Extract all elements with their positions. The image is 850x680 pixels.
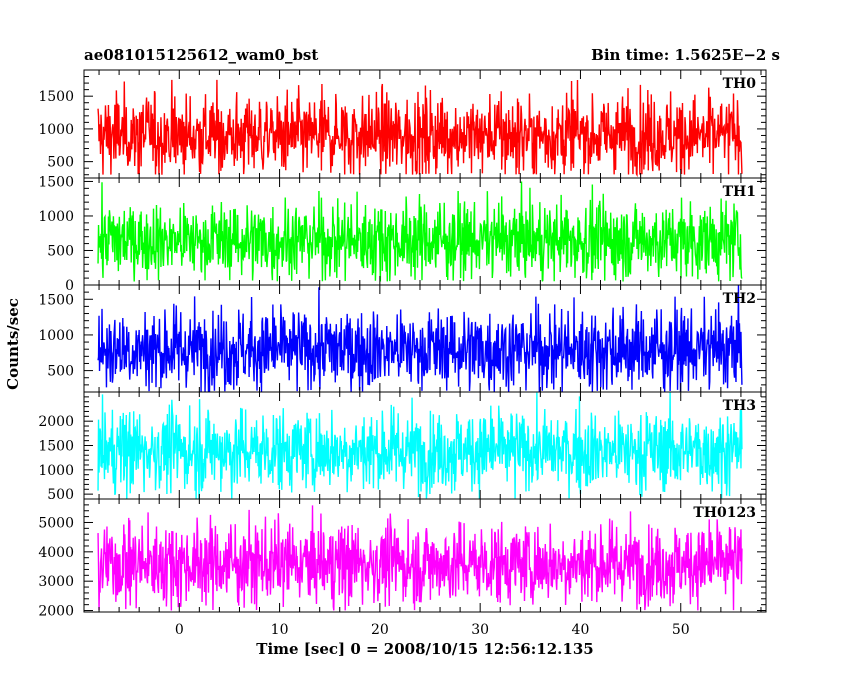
- chart-title: ae081015125612_wam0_bst: [84, 46, 318, 64]
- y-tick-label-th0123: 2000: [38, 604, 74, 620]
- y-tick-label-th0123: 5000: [38, 515, 74, 531]
- y-tick-label-th0123: 4000: [38, 545, 74, 561]
- y-tick-label-th0: 1000: [38, 122, 74, 138]
- y-tick-label-th2: 500: [47, 364, 74, 380]
- x-tick-label: 20: [371, 622, 389, 638]
- panel-th0: 500 1000 1500 TH0: [38, 69, 767, 179]
- y-axis-title: Counts/sec: [4, 298, 22, 390]
- x-tick-label: 40: [572, 622, 590, 638]
- series-line-th0: [97, 79, 743, 178]
- x-tick-labels: 0 10 20 30 40 50: [175, 622, 690, 638]
- y-tick-label-th1: 1500: [38, 174, 74, 190]
- panel-label-th3: TH3: [723, 398, 756, 414]
- y-tick-label-th1: 500: [47, 243, 74, 259]
- x-tick-label: 0: [175, 622, 184, 638]
- series-line-th3: [97, 392, 743, 499]
- y-tick-label-th3: 500: [47, 487, 74, 503]
- x-tick-label: 30: [471, 622, 489, 638]
- x-axis-title: Time [sec] 0 = 2008/10/15 12:56:12.135: [256, 640, 593, 658]
- y-tick-label-th3: 1000: [38, 463, 74, 479]
- series-line-th1: [97, 181, 743, 282]
- panel-th2: 500 1000 1500 TH2: [38, 284, 767, 393]
- y-tick-label-th0: 500: [47, 155, 74, 171]
- y-tick-label-th0: 1500: [38, 89, 74, 105]
- panel-th0123: 2000 3000 4000 5000 TH0123: [38, 498, 767, 620]
- y-tick-label-th1: 1000: [38, 209, 74, 225]
- panels-group: 500 1000 1500 TH0 0 500 1000 1500 TH1 500 1000 1500…: [38, 69, 767, 620]
- panel-label-th2: TH2: [723, 291, 756, 307]
- x-tick-label: 50: [672, 622, 690, 638]
- series-line-th2: [97, 285, 743, 392]
- y-tick-label-th2: 1500: [38, 292, 74, 308]
- panel-label-th0123: TH0123: [693, 505, 756, 521]
- panel-th3: 500 1000 1500 2000 TH3: [38, 391, 767, 503]
- panel-th1: 0 500 1000 1500 TH1: [38, 174, 767, 294]
- bin-time-label: Bin time: 1.5625E−2 s: [591, 46, 780, 64]
- y-tick-label-th3: 2000: [38, 414, 74, 430]
- panel-label-th0: TH0: [723, 76, 757, 92]
- y-tick-label-th3: 1500: [38, 439, 74, 455]
- y-tick-label-th0123: 3000: [38, 574, 74, 590]
- x-tick-label: 10: [271, 622, 289, 638]
- panel-label-th1: TH1: [723, 184, 756, 200]
- panel-frame-th0123: [83, 498, 767, 613]
- series-line-th0123: [97, 505, 743, 611]
- y-tick-label-th1: 0: [65, 278, 74, 294]
- y-tick-label-th2: 1000: [38, 328, 74, 344]
